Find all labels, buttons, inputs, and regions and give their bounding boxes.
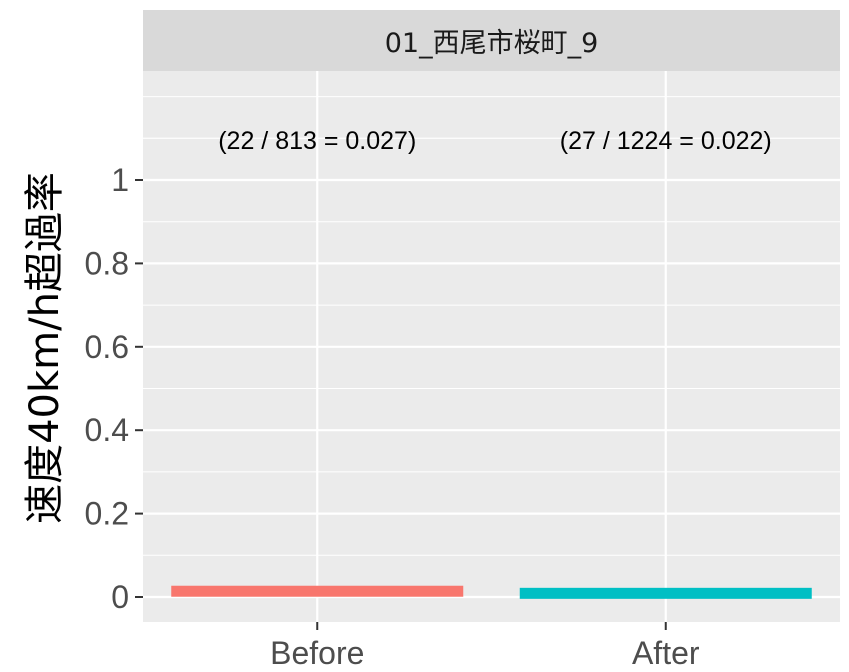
strip-background [143, 10, 840, 71]
y-tick-label: 0.4 [85, 412, 129, 448]
bar-after [519, 587, 812, 599]
annotations: (22 / 813 = 0.027) (27 / 1224 = 0.022) [218, 127, 772, 155]
bars [171, 585, 812, 599]
panel-title: 01_西尾市桜町_9 [385, 28, 599, 59]
y-axis: 0 0.2 0.4 0.6 0.8 1 [85, 162, 143, 615]
x-tick-label: Before [270, 635, 364, 671]
annotation-before: (22 / 813 = 0.027) [218, 127, 416, 155]
y-tick-label: 0.8 [85, 245, 129, 281]
x-axis: Before After [270, 622, 700, 671]
y-axis-label: 速度40km/h超過率 [22, 172, 68, 524]
y-tick-label: 0.2 [85, 496, 129, 532]
y-tick-label: 1 [111, 162, 129, 198]
annotation-after: (27 / 1224 = 0.022) [560, 127, 772, 155]
x-tick-label: After [632, 635, 700, 671]
y-tick-label: 0.6 [85, 329, 129, 365]
y-tick-label: 0 [111, 579, 129, 615]
bar-before [171, 585, 464, 597]
grid-minor [143, 96, 840, 556]
